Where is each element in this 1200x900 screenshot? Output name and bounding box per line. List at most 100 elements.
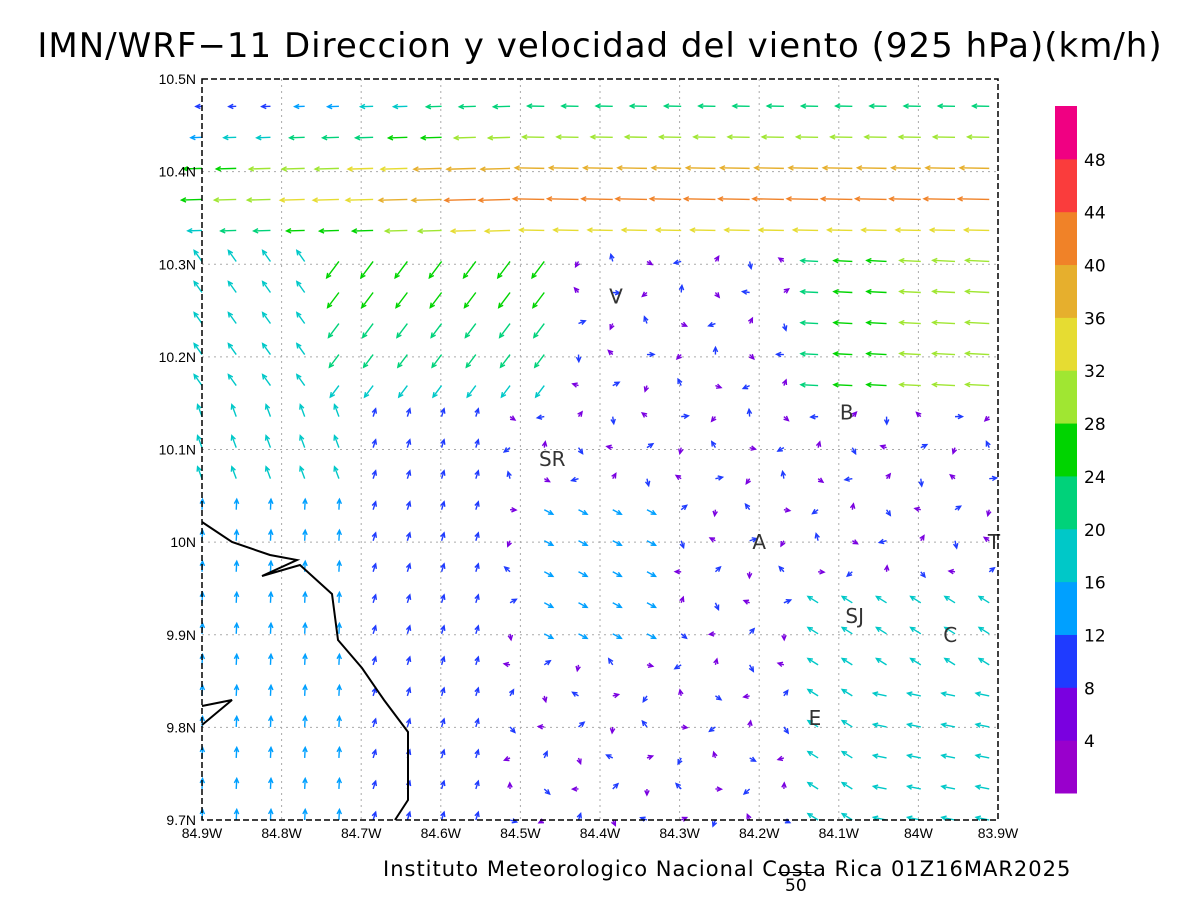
wind-arrow-head <box>233 590 240 598</box>
wind-arrow-head <box>748 666 755 673</box>
wind-arrow-head <box>712 510 718 518</box>
wind-arrow-head <box>233 528 240 536</box>
wind-arrow <box>581 198 613 201</box>
wind-arrow-head <box>875 626 882 633</box>
wind-arrow-head <box>799 258 806 264</box>
wind-arrow-head <box>502 661 510 668</box>
wind-arrow-head <box>491 103 499 110</box>
wind-arrow-head <box>255 134 262 141</box>
wind-arrow-head <box>605 754 612 760</box>
grid-lines <box>202 79 998 820</box>
wind-arrow-head <box>233 621 240 629</box>
wind-arrow-head <box>913 506 920 513</box>
wind-arrow-head <box>336 807 343 815</box>
wind-arrow-head <box>915 411 922 418</box>
wind-arrow-head <box>650 633 658 640</box>
wind-arrow-head <box>920 571 926 579</box>
wind-arrow <box>833 321 853 325</box>
wind-arrow-head <box>363 392 370 399</box>
wind-arrow-head <box>650 509 658 516</box>
wind-arrow <box>720 167 750 170</box>
wind-arrow-head <box>267 776 274 784</box>
wind-arrow-head <box>765 103 773 109</box>
wind-arrow-head <box>462 272 469 280</box>
wind-arrow-head <box>741 384 749 390</box>
wind-arrow-head <box>611 472 617 479</box>
wind-arrow-head <box>718 165 726 171</box>
wind-arrow <box>907 785 921 790</box>
wind-arrow-head <box>674 474 682 481</box>
wind-arrow-head <box>227 249 234 256</box>
wind-arrow-head <box>963 257 971 264</box>
wind-arrow-head <box>677 377 683 385</box>
wind-arrow <box>866 321 887 325</box>
wind-arrow-head <box>452 135 460 141</box>
wind-arrow-head <box>327 332 334 339</box>
color-legend-swatch <box>1055 634 1077 688</box>
wind-arrow <box>262 281 272 293</box>
wind-arrow <box>975 692 990 697</box>
wind-arrow-head <box>328 362 335 369</box>
wind-arrow <box>965 259 990 263</box>
wind-arrow <box>533 323 545 338</box>
wind-arrow-head <box>261 342 268 349</box>
wind-arrow-head <box>947 568 955 575</box>
wind-arrow <box>352 229 374 232</box>
wind-arrow <box>543 633 554 640</box>
wind-arrow-head <box>295 280 302 287</box>
wind-arrow-head <box>616 571 623 578</box>
wind-arrow-head <box>943 626 950 633</box>
wind-arrow-head <box>264 465 271 472</box>
wind-arrow-head <box>809 413 816 420</box>
wind-arrow-head <box>346 166 353 172</box>
wind-arrow <box>235 530 238 541</box>
wind-arrow-head <box>313 166 320 172</box>
wind-arrow-head <box>533 362 540 369</box>
wind-arrow-head <box>474 438 480 445</box>
station-label-t: T <box>987 530 1001 554</box>
wind-arrow-head <box>748 353 755 361</box>
color-legend-label: 32 <box>1084 362 1106 382</box>
wind-arrow-head <box>531 302 538 309</box>
wind-arrow <box>303 809 306 821</box>
wind-arrow-head <box>785 196 792 202</box>
wind-arrow-head <box>394 272 400 280</box>
wind-arrow <box>303 623 306 634</box>
wind-arrow <box>231 404 237 417</box>
wind-arrow-head <box>179 197 187 203</box>
wind-arrow-head <box>740 289 748 295</box>
wind-arrow <box>193 312 203 324</box>
wind-arrow-head <box>326 302 333 309</box>
wind-arrow <box>899 321 921 325</box>
wind-arrow <box>907 692 921 697</box>
wind-arrow-head <box>325 272 332 280</box>
wind-arrow-head <box>616 540 623 547</box>
wind-arrow-head <box>247 166 255 172</box>
wind-arrow-head <box>193 342 199 349</box>
wind-arrow <box>686 167 716 170</box>
wind-arrow <box>418 229 442 232</box>
wind-arrow <box>866 290 887 294</box>
wind-arrow-head <box>616 633 623 640</box>
wind-arrow-head <box>963 319 971 326</box>
wind-arrow-head <box>227 103 234 110</box>
wind-arrow-head <box>623 134 631 140</box>
wind-arrow <box>183 167 203 170</box>
wind-arrow <box>899 259 921 263</box>
wind-arrow-head <box>715 565 722 572</box>
wind-arrow-head <box>233 559 240 567</box>
wind-arrow-head <box>829 134 836 140</box>
wind-arrow-head <box>463 302 470 309</box>
wind-arrow <box>978 595 990 604</box>
wind-arrow-head <box>849 502 856 509</box>
wind-arrow-head <box>371 748 378 756</box>
station-label-e: E <box>809 706 822 730</box>
wind-arrow-head <box>924 165 931 171</box>
wind-arrow <box>800 290 819 294</box>
wind-arrow <box>463 292 477 309</box>
wind-arrow-head <box>689 227 696 233</box>
wind-arrow-head <box>371 655 378 663</box>
wind-arrow <box>932 259 956 263</box>
wind-arrow-head <box>474 686 480 694</box>
wind-arrow-head <box>336 590 343 598</box>
